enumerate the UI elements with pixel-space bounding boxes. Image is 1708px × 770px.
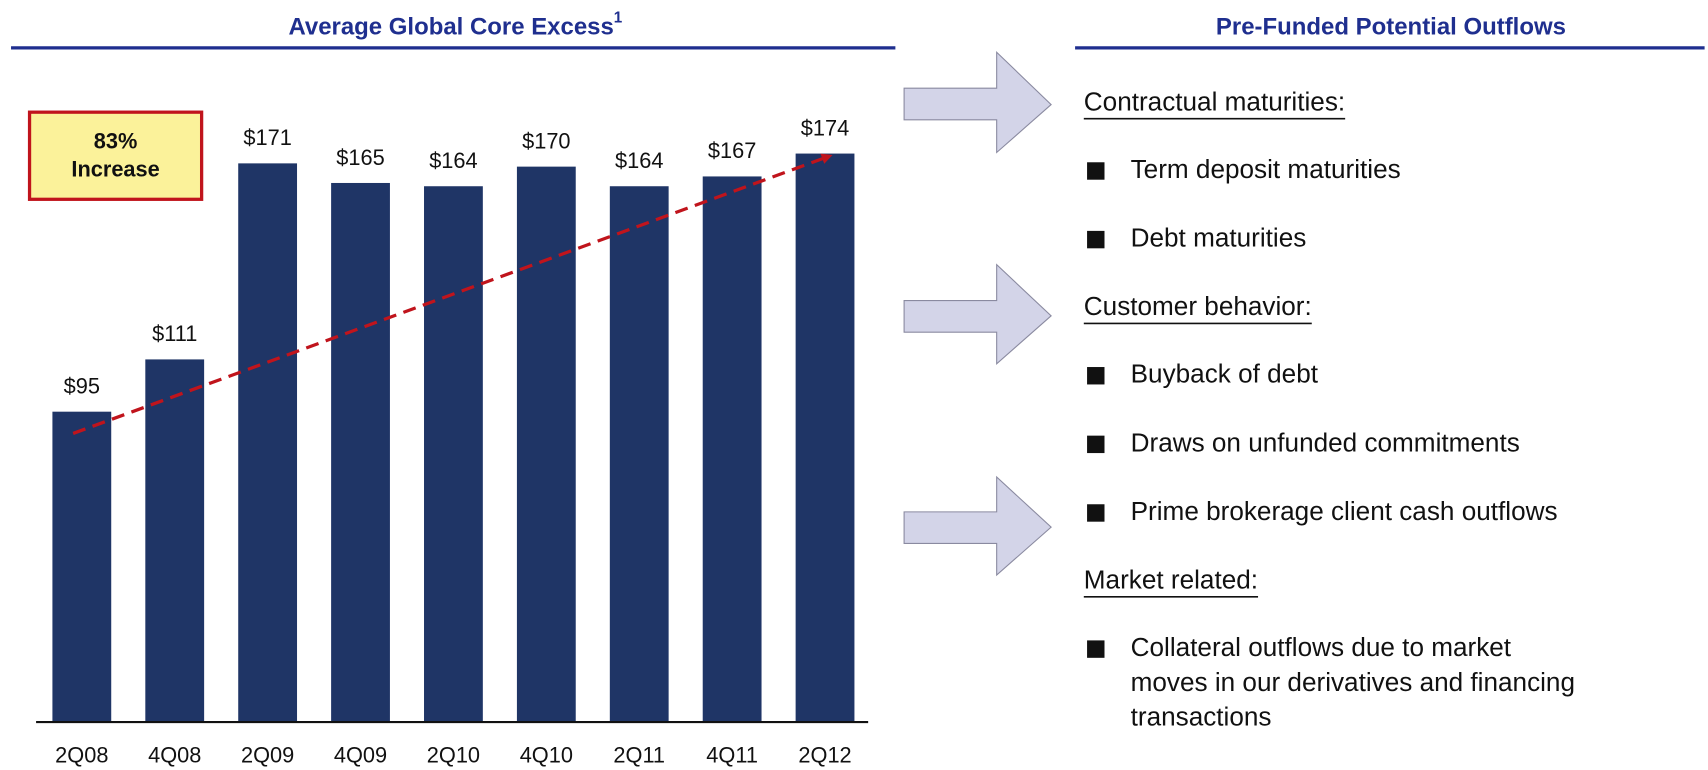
x-tick-label: 2Q12	[798, 743, 851, 768]
title-note: 1	[614, 10, 623, 27]
section-heading: Customer behavior:	[1084, 291, 1312, 321]
value-label: $164	[429, 148, 477, 173]
x-tick-label: 2Q10	[427, 743, 480, 768]
bullet-text: Term deposit maturities	[1131, 154, 1401, 184]
value-label: $164	[615, 148, 663, 173]
bullet-text: Draws on unfunded commitments	[1131, 427, 1520, 457]
panel-title: Pre-Funded Potential Outflows	[1216, 14, 1566, 41]
value-label: $171	[243, 125, 291, 150]
bar	[238, 163, 298, 723]
bar	[424, 186, 483, 723]
value-label: $167	[708, 138, 756, 163]
bar	[331, 182, 390, 723]
bullet-text: transactions	[1131, 702, 1272, 732]
value-label: $165	[336, 145, 384, 170]
value-label: $111	[152, 321, 197, 346]
trend-line	[72, 153, 833, 435]
section-heading: Market related:	[1084, 564, 1258, 594]
x-tick-label: 4Q10	[520, 743, 573, 768]
bullet-square	[1087, 367, 1105, 385]
x-tick-label: 4Q11	[706, 743, 758, 768]
bullet-text: Collateral outflows due to market	[1131, 632, 1512, 662]
annotation: 83%	[94, 128, 138, 153]
arrow	[903, 50, 1052, 154]
bullet-text: Prime brokerage client cash outflows	[1131, 496, 1558, 526]
arrows	[903, 50, 1052, 577]
annotation-box	[27, 110, 204, 201]
arrow	[903, 263, 1052, 365]
chart-title: Average Global Core Excess1	[288, 10, 622, 41]
bar	[609, 186, 669, 723]
bullet-square	[1087, 162, 1105, 180]
bullet-square	[1087, 435, 1105, 454]
value-label: $170	[522, 128, 570, 153]
bar	[795, 153, 855, 723]
x-tick-label: 2Q08	[55, 743, 108, 768]
bullet-square	[1087, 230, 1105, 249]
bar	[702, 176, 762, 723]
arrow	[903, 475, 1052, 577]
bullet-text: Buyback of debt	[1131, 359, 1319, 389]
value-label: $95	[64, 373, 100, 398]
x-tick-label: 2Q11	[613, 743, 665, 768]
bullet-text: moves in our derivatives and financing	[1131, 667, 1575, 697]
bullet-text: Debt maturities	[1131, 223, 1307, 253]
bar	[516, 166, 576, 723]
annotation: Increase	[71, 157, 159, 182]
bullet-square	[1087, 640, 1105, 658]
value-label: $174	[801, 115, 849, 140]
bar	[145, 359, 205, 723]
x-tick-label: 4Q08	[148, 743, 201, 768]
bullet-square	[1087, 504, 1105, 522]
section-heading: Contractual maturities:	[1084, 86, 1345, 116]
bar	[52, 411, 112, 723]
x-tick-label: 4Q09	[334, 743, 387, 768]
x-tick-label: 2Q09	[241, 743, 294, 768]
title-text: Average Global Core Excess	[288, 14, 613, 41]
